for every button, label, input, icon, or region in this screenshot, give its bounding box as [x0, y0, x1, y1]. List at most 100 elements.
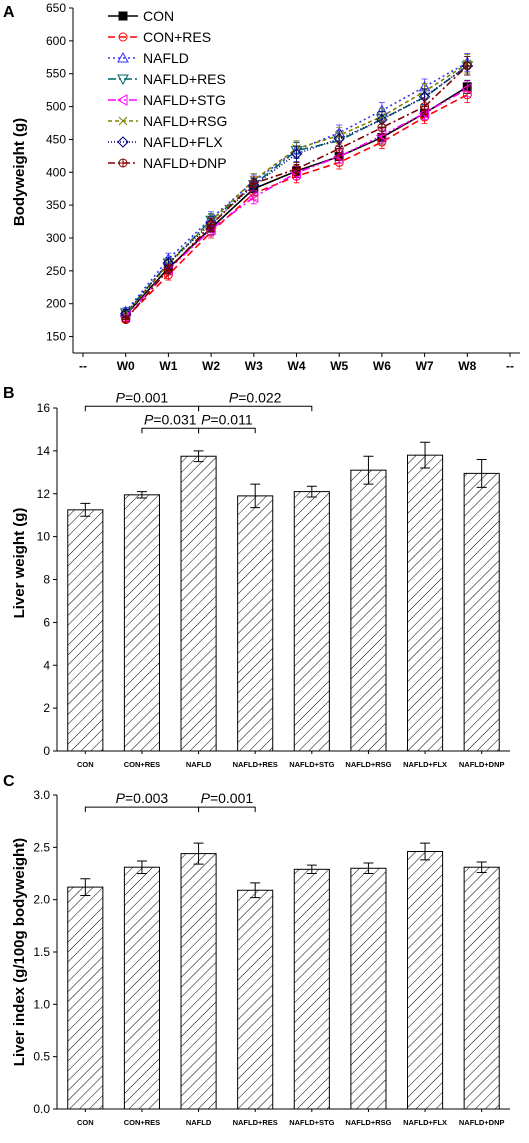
significance-bracket [198, 405, 313, 412]
bar-nafld-res [237, 889, 274, 1110]
x-tick-label: NAFLD [186, 1118, 212, 1127]
x-tick-label: CON [77, 1118, 94, 1127]
p-value: =0.003 [125, 790, 168, 806]
x-tick-label: CON+RES [124, 760, 160, 769]
p-value-label: P=0.031 [144, 411, 197, 427]
p-symbol: P [116, 790, 126, 806]
data-point [420, 102, 430, 112]
y-tick-label: 12 [37, 487, 51, 501]
p-value-label: P=0.001 [201, 790, 254, 806]
x-tick-label: -- [79, 359, 87, 373]
panel-a-line-chart: 150 200 250 300 350 400 450 500 550 600 650 -- W0 W1 W… [46, 1, 520, 373]
data-point [334, 144, 344, 154]
legend-label: CON+RES [143, 29, 211, 45]
y-tick-label: 10 [37, 530, 51, 544]
x-tick-label: W2 [202, 359, 220, 373]
data-point-cross [420, 102, 429, 111]
error-bar [80, 878, 91, 896]
bar-con-res [123, 866, 160, 1110]
y-axis-title-b: Liver weight (g) [11, 508, 28, 619]
x-tick-label: NAFLD+RSG [345, 760, 391, 769]
x-tick-label: NAFLD+DNP [459, 1118, 505, 1127]
legend-label: CON [143, 8, 174, 24]
p-value-label: P=0.003 [116, 790, 169, 806]
legend-label: NAFLD+RSG [143, 113, 227, 129]
significance-bracket [198, 427, 256, 434]
x-tick-label: W0 [117, 359, 135, 373]
y-tick-label: 500 [46, 100, 66, 114]
data-point-cross [249, 179, 258, 188]
legend-label: NAFLD+DNP [143, 155, 227, 171]
x-tick-label: W6 [373, 359, 391, 373]
y-tick-label: 8 [43, 573, 50, 587]
bar-nafld [180, 853, 217, 1110]
error-bar [363, 455, 374, 485]
data-point [377, 123, 387, 133]
y-tick-label: 1.5 [33, 945, 50, 959]
panel-b-bar-chart: 0 2 4 6 8 10 12 14 16 CON CON+RES NAFLD NAFLD+RES NAF… [37, 389, 510, 769]
x-tick-label: W7 [416, 359, 434, 373]
legend-marker [118, 11, 128, 21]
legend-marker [118, 116, 128, 126]
panel-label-b: B [3, 385, 15, 402]
x-tick-label: W5 [330, 359, 348, 373]
legend-label: NAFLD+RES [143, 71, 226, 87]
data-point [249, 178, 259, 188]
p-value-label: P=0.022 [229, 389, 282, 405]
y-tick-label: 0 [43, 744, 50, 758]
data-point-cross [164, 265, 173, 274]
error-bar [80, 502, 91, 517]
bar-nafld-flx [407, 851, 444, 1110]
x-tick-label: NAFLD+RES [233, 760, 278, 769]
x-tick-label: CON [77, 760, 94, 769]
x-tick-label: W8 [458, 359, 476, 373]
x-tick-label: NAFLD+RES [233, 1118, 278, 1127]
legend-marker [117, 51, 129, 63]
p-value-label: P=0.011 [201, 411, 253, 427]
data-point [206, 220, 216, 230]
bar-nafld-dnp [463, 472, 500, 752]
data-point [375, 129, 387, 142]
legend-label: NAFLD+STG [143, 92, 226, 108]
error-bar [250, 483, 261, 509]
y-tick-label: 14 [37, 444, 51, 458]
p-symbol: P [201, 790, 211, 806]
panel-label-c: C [3, 773, 15, 790]
data-point-cross [463, 61, 472, 70]
y-tick-label: 16 [37, 401, 51, 415]
p-value: =0.001 [125, 389, 168, 405]
data-point-cross [335, 144, 344, 153]
data-point [163, 265, 173, 275]
bar-con [67, 886, 104, 1110]
x-tick-label: CON+RES [124, 1118, 160, 1127]
legend-marker-cross [119, 159, 127, 167]
error-bar [464, 80, 471, 98]
data-point [333, 150, 344, 163]
legend-marker [117, 74, 129, 86]
p-symbol: P [201, 411, 211, 427]
x-tick-label: W3 [245, 359, 263, 373]
y-tick-label: 2.5 [33, 840, 50, 854]
error-bar [136, 860, 147, 874]
bar-nafld-flx [407, 454, 444, 752]
data-point [292, 164, 301, 174]
error-bar [476, 861, 487, 873]
x-tick-label: NAFLD [186, 760, 212, 769]
x-tick-label: NAFLD+STG [289, 760, 334, 769]
y-tick-label: 1.0 [33, 997, 50, 1011]
legend: CON CON+RES NAFLD NAFLD+RES NAFLD+STG NAFLD+R… [108, 8, 227, 171]
error-bar [420, 842, 431, 861]
panel-label-a: A [3, 4, 15, 21]
error-bar [193, 842, 204, 865]
bar-nafld-dnp [463, 866, 500, 1110]
error-bar [250, 882, 261, 899]
error-bar [136, 491, 147, 499]
significance-bracket [198, 806, 256, 813]
bar-nafld-res [237, 495, 274, 752]
bar-nafld-rsg [350, 469, 387, 752]
y-tick-label: 150 [46, 330, 66, 344]
p-symbol: P [144, 411, 154, 427]
error-bar [363, 862, 374, 874]
p-symbol: P [229, 389, 239, 405]
